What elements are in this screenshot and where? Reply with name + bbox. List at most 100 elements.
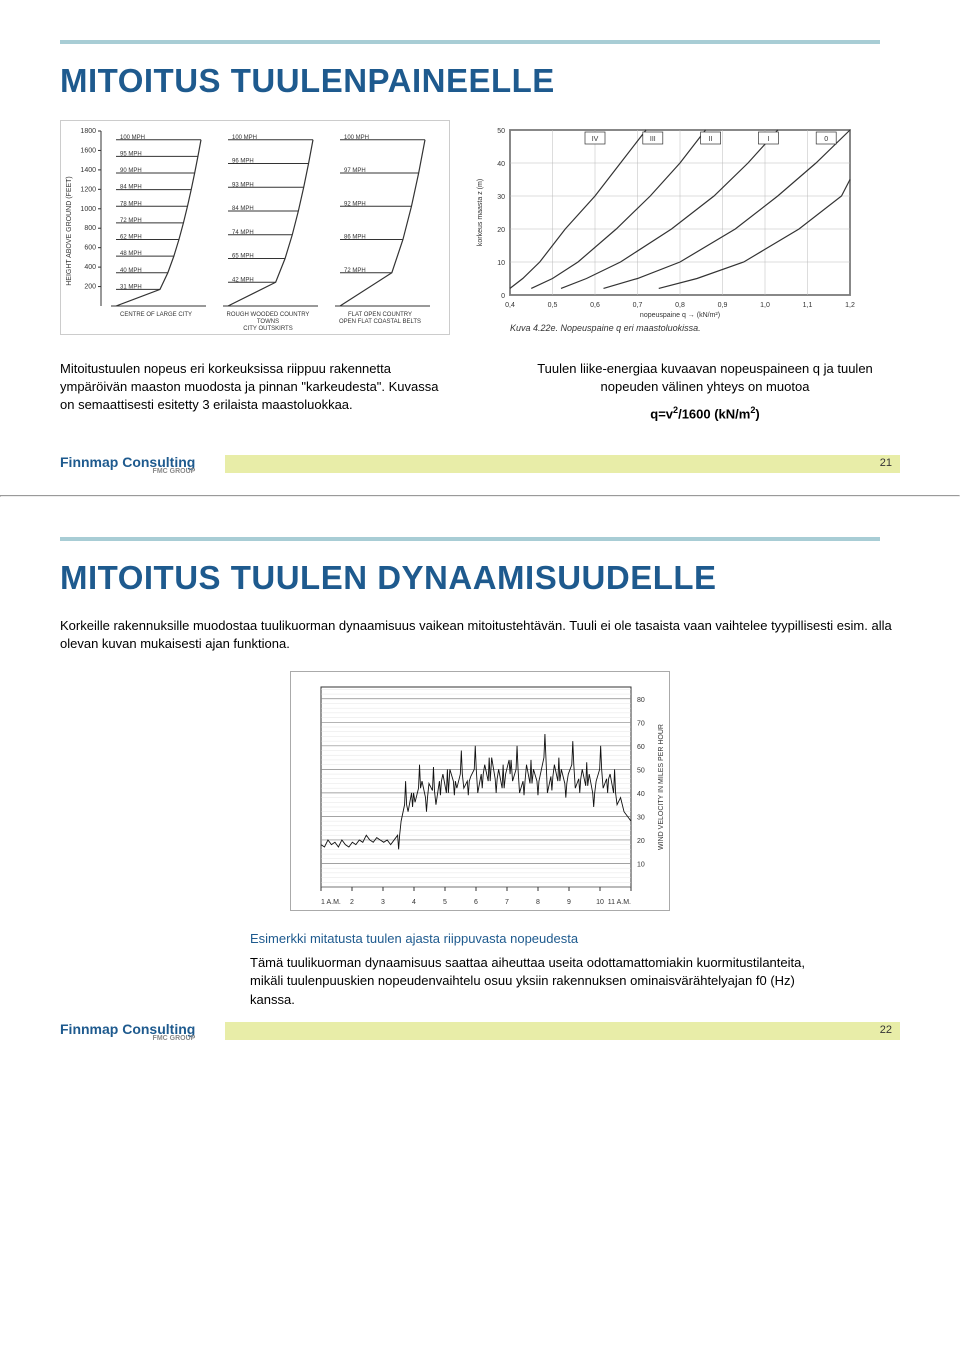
svg-text:III: III <box>650 136 656 143</box>
svg-text:92 MPH: 92 MPH <box>344 201 366 207</box>
svg-text:8: 8 <box>536 899 540 906</box>
svg-text:84 MPH: 84 MPH <box>232 206 254 212</box>
svg-text:IV: IV <box>592 136 599 143</box>
svg-text:78 MPH: 78 MPH <box>120 201 142 207</box>
svg-text:3: 3 <box>381 899 385 906</box>
svg-text:93 MPH: 93 MPH <box>232 182 254 188</box>
svg-text:4: 4 <box>412 899 416 906</box>
svg-text:30: 30 <box>497 194 505 201</box>
svg-text:0,6: 0,6 <box>590 302 600 309</box>
text-columns: Mitoitustuulen nopeus eri korkeuksissa r… <box>60 360 900 424</box>
svg-text:1400: 1400 <box>80 167 96 174</box>
svg-text:CITY OUTSKIRTS: CITY OUTSKIRTS <box>243 326 292 332</box>
svg-text:20: 20 <box>497 227 505 234</box>
formula: q=v2/1600 (kN/m2) <box>510 404 900 424</box>
svg-text:31 MPH: 31 MPH <box>120 284 142 290</box>
wind-timeseries-chart: 10203040506070801 A.M.234567891011 A.M.W… <box>290 671 670 911</box>
body-paragraph: Tämä tuulikuorman dynaamisuus saattaa ai… <box>250 954 820 1009</box>
svg-text:70: 70 <box>637 721 645 728</box>
svg-text:9: 9 <box>567 899 571 906</box>
svg-text:600: 600 <box>84 245 96 252</box>
svg-text:0,9: 0,9 <box>718 302 728 309</box>
svg-text:11 A.M.: 11 A.M. <box>608 899 631 906</box>
svg-text:WIND VELOCITY IN MILES PER HOU: WIND VELOCITY IN MILES PER HOUR <box>658 724 665 850</box>
svg-text:200: 200 <box>84 284 96 291</box>
svg-text:Kuva 4.22e. Nopeuspaine q eri: Kuva 4.22e. Nopeuspaine q eri maastoluok… <box>510 323 701 333</box>
svg-text:2: 2 <box>350 899 354 906</box>
svg-text:20: 20 <box>637 838 645 845</box>
svg-text:I: I <box>767 136 769 143</box>
svg-text:40: 40 <box>497 161 505 168</box>
svg-text:1200: 1200 <box>80 186 96 193</box>
slide-footer: Finnmap Consulting FMC GROUP 22 <box>60 1021 900 1042</box>
svg-text:7: 7 <box>505 899 509 906</box>
svg-text:0,5: 0,5 <box>548 302 558 309</box>
svg-text:72 MPH: 72 MPH <box>120 218 142 224</box>
svg-text:5: 5 <box>443 899 447 906</box>
footer-bar: 22 <box>225 1022 900 1040</box>
svg-text:800: 800 <box>84 225 96 232</box>
svg-text:40 MPH: 40 MPH <box>120 268 142 274</box>
svg-text:62 MPH: 62 MPH <box>120 235 142 241</box>
left-text: Mitoitustuulen nopeus eri korkeuksissa r… <box>60 360 450 424</box>
svg-text:1,0: 1,0 <box>760 302 770 309</box>
right-text-col: Tuulen liike-energiaa kuvaavan nopeuspai… <box>510 360 900 424</box>
svg-text:1000: 1000 <box>80 206 96 213</box>
svg-text:TOWNS: TOWNS <box>257 319 279 325</box>
svg-text:1600: 1600 <box>80 147 96 154</box>
slide-2: MITOITUS TUULEN DYNAAMISUUDELLE Korkeill… <box>0 497 960 1062</box>
svg-text:0,8: 0,8 <box>675 302 685 309</box>
svg-text:1,2: 1,2 <box>845 302 855 309</box>
slide-footer: Finnmap Consulting FMC GROUP 21 <box>60 454 900 475</box>
svg-text:ROUGH WOODED COUNTRY: ROUGH WOODED COUNTRY <box>227 312 310 318</box>
svg-text:84 MPH: 84 MPH <box>120 185 142 191</box>
svg-text:0,7: 0,7 <box>633 302 643 309</box>
svg-text:400: 400 <box>84 264 96 271</box>
svg-text:10: 10 <box>596 899 604 906</box>
svg-text:korkeus maasta z (m): korkeus maasta z (m) <box>477 179 484 246</box>
svg-text:100 MPH: 100 MPH <box>120 135 145 141</box>
svg-text:6: 6 <box>474 899 478 906</box>
svg-text:40: 40 <box>637 791 645 798</box>
svg-text:90 MPH: 90 MPH <box>120 168 142 174</box>
speed-pressure-chart: 0,4 0,5 0,6 0,7 0,8 0,9 1,0 1,1 1,2 0 10 20 30 40 50 IV… <box>470 120 860 335</box>
svg-text:72 MPH: 72 MPH <box>344 268 366 274</box>
svg-text:II: II <box>709 136 713 143</box>
svg-text:OPEN FLAT COASTAL BELTS: OPEN FLAT COASTAL BELTS <box>339 319 421 325</box>
svg-text:60: 60 <box>637 744 645 751</box>
top-rule <box>60 537 880 541</box>
wind-profile-chart: 200 400 600 800 1000 1200 1400 1600 1800 HEIGHT A… <box>60 120 450 335</box>
svg-text:50: 50 <box>497 128 505 135</box>
svg-text:30: 30 <box>637 815 645 822</box>
svg-text:1 A.M.: 1 A.M. <box>321 899 341 906</box>
svg-text:65 MPH: 65 MPH <box>232 254 254 260</box>
svg-text:100 MPH: 100 MPH <box>344 135 369 141</box>
right-text: Tuulen liike-energiaa kuvaavan nopeuspai… <box>510 360 900 396</box>
chart-row: 20040060080010001200140016001800HEIGHT A… <box>60 120 900 335</box>
svg-text:48 MPH: 48 MPH <box>120 251 142 257</box>
svg-text:74 MPH: 74 MPH <box>232 230 254 236</box>
svg-text:50: 50 <box>637 768 645 775</box>
svg-text:95 MPH: 95 MPH <box>120 151 142 157</box>
chart-caption: Esimerkki mitatusta tuulen ajasta riippu… <box>250 931 820 946</box>
svg-text:HEIGHT ABOVE GROUND (FEET): HEIGHT ABOVE GROUND (FEET) <box>66 176 73 286</box>
svg-text:nopeuspaine q → (kN/m²): nopeuspaine q → (kN/m²) <box>640 312 720 319</box>
svg-text:0,4: 0,4 <box>505 302 515 309</box>
svg-text:0: 0 <box>824 136 828 143</box>
svg-text:1800: 1800 <box>80 128 96 135</box>
footer-logo: Finnmap Consulting FMC GROUP <box>60 1021 195 1042</box>
svg-text:10: 10 <box>497 260 505 267</box>
top-rule <box>60 40 880 44</box>
page-number: 21 <box>880 457 892 469</box>
slide-1: MITOITUS TUULENPAINEELLE 200400600800100… <box>0 0 960 495</box>
svg-text:0: 0 <box>501 293 505 300</box>
svg-text:42 MPH: 42 MPH <box>232 277 254 283</box>
footer-logo: Finnmap Consulting FMC GROUP <box>60 454 195 475</box>
svg-text:80: 80 <box>637 697 645 704</box>
svg-text:86 MPH: 86 MPH <box>344 235 366 241</box>
svg-text:100 MPH: 100 MPH <box>232 135 257 141</box>
slide-title: MITOITUS TUULENPAINEELLE <box>60 62 900 100</box>
svg-text:CENTRE OF LARGE CITY: CENTRE OF LARGE CITY <box>120 312 192 318</box>
svg-text:1,1: 1,1 <box>803 302 813 309</box>
svg-text:FLAT OPEN COUNTRY: FLAT OPEN COUNTRY <box>348 312 412 318</box>
